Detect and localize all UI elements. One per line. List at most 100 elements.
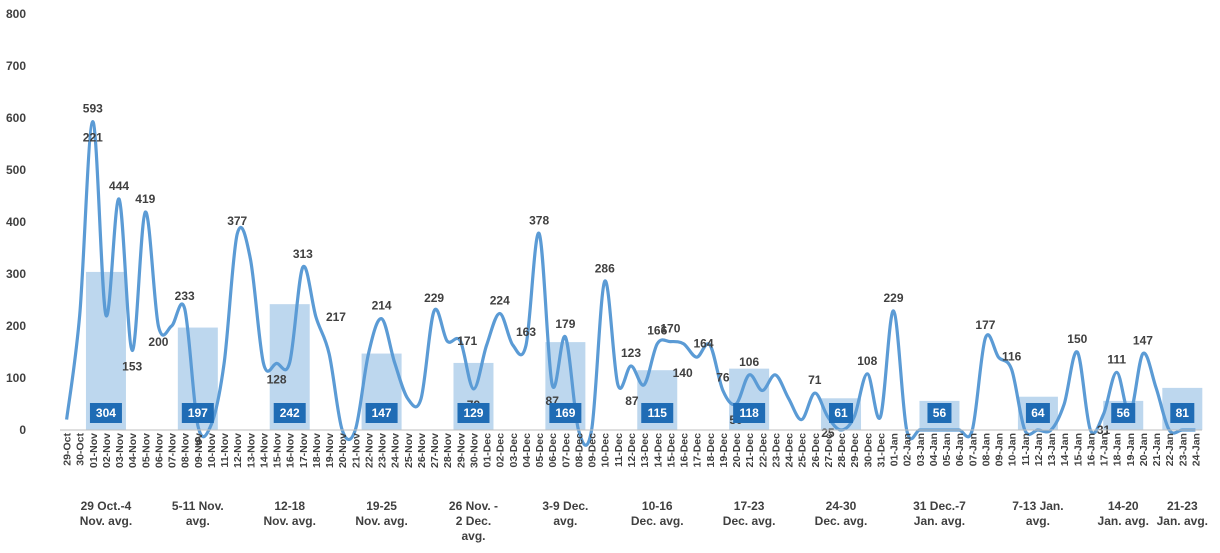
y-tick-label: 200: [6, 319, 26, 333]
y-tick-label: 0: [19, 423, 26, 437]
x-tick-label: 08-Nov: [180, 433, 192, 468]
x-tick-label: 26-Nov: [416, 433, 428, 468]
daily-value-label: 177: [975, 318, 995, 332]
weekly-badge-label: 115: [648, 406, 668, 420]
x-tick-label: 17-Nov: [298, 433, 310, 468]
x-tick-label: 25-Dec: [797, 433, 809, 468]
week-category-label: 10-16 Dec. avg.: [631, 499, 684, 528]
week-category-label: 19-25 Nov. avg.: [355, 499, 407, 528]
x-tick-label: 11-Nov: [219, 433, 231, 468]
daily-value-label: 229: [884, 291, 904, 305]
daily-value-label: 166: [647, 324, 667, 338]
x-tick-label: 28-Dec: [836, 433, 848, 468]
x-tick-label: 21-Dec: [744, 433, 756, 468]
daily-value-label: 106: [739, 355, 759, 369]
x-tick-label: 27-Dec: [823, 433, 835, 468]
x-tick-label: 23-Dec: [770, 433, 782, 468]
x-tick-label: 24-Dec: [784, 433, 796, 468]
daily-value-label: 71: [808, 373, 822, 387]
weekly-badge: [1025, 403, 1050, 423]
weekly-badge-label: 129: [463, 406, 483, 420]
x-tick-label: 22-Nov: [363, 433, 375, 468]
daily-value-label: 163: [516, 325, 536, 339]
daily-value-label: 200: [148, 335, 168, 349]
daily-value-label: 9: [194, 434, 201, 448]
x-tick-label: 07-Jan: [967, 433, 979, 466]
daily-value-label: 286: [595, 261, 615, 275]
x-tick-label: 01-Nov: [88, 433, 100, 468]
daily-value-label: 221: [83, 131, 103, 145]
x-tick-label: 02-Nov: [101, 433, 113, 468]
x-tick-label: 05-Jan: [941, 433, 953, 466]
x-tick-label: 04-Jan: [928, 433, 940, 466]
daily-line-path: [65, 120, 1196, 447]
x-tick-label: 11-Jan: [1020, 433, 1032, 466]
daily-value-label: 153: [122, 359, 142, 373]
daily-value-label: 108: [857, 354, 877, 368]
x-tick-label: 13-Nov: [245, 433, 257, 468]
daily-value-label: 377: [227, 214, 247, 228]
daily-value-label: 128: [267, 372, 287, 386]
daily-value-label: 123: [621, 346, 641, 360]
x-tick-label: 02-Jan: [902, 433, 914, 466]
x-tick-label: 03-Dec: [508, 433, 520, 468]
y-tick-label: 600: [6, 111, 26, 125]
week-category-label: 29 Oct.-4 Nov. avg.: [80, 499, 132, 528]
x-tick-label: 30-Nov: [468, 433, 480, 468]
x-tick-label: 10-Dec: [600, 433, 612, 468]
x-tick-label: 01-Jan: [889, 433, 901, 466]
y-tick-label: 500: [6, 163, 26, 177]
x-tick-label: 14-Dec: [652, 433, 664, 468]
x-tick-label: 05-Dec: [534, 433, 546, 468]
weekly-badge-label: 61: [834, 406, 848, 420]
x-tick-label: 29-Dec: [849, 433, 861, 468]
daily-value-label: 419: [135, 192, 155, 206]
x-tick-label: 11-Dec: [613, 433, 625, 467]
x-tick-label: 12-Dec: [626, 433, 638, 468]
week-category-label: 14-20 Jan. avg.: [1098, 499, 1149, 528]
x-tick-label: 09-Nov: [193, 433, 205, 468]
y-tick-label: 300: [6, 267, 26, 281]
week-category-label: 17-23 Dec. avg.: [723, 499, 776, 528]
x-tick-label: 01-Dec: [482, 433, 494, 468]
x-tick-label: 29-Nov: [455, 433, 467, 468]
x-tick-label: 31-Dec: [875, 433, 887, 468]
weekly-badge-label: 64: [1031, 406, 1045, 420]
daily-value-label: 87: [625, 394, 639, 408]
x-tick-label: 06-Nov: [153, 433, 165, 468]
daily-value-label: 593: [83, 102, 103, 116]
x-tick-label: 28-Nov: [442, 433, 454, 468]
daily-value-label: 76: [716, 370, 730, 384]
y-axis: 0 100 200 300 400 500 600 700 800: [6, 7, 26, 437]
x-tick-label: 13-Jan: [1046, 433, 1058, 466]
daily-value-label: 150: [1067, 332, 1087, 346]
week-category-label: 7-13 Jan. avg.: [1012, 499, 1063, 528]
x-tick-label: 16-Nov: [285, 433, 297, 468]
weekly-badge: [181, 403, 214, 423]
x-tick-label: 07-Dec: [560, 433, 572, 468]
weekly-badge-label: 242: [280, 406, 300, 420]
x-tick-label: 07-Nov: [167, 433, 179, 468]
x-tick-label: 06-Dec: [547, 433, 559, 468]
x-tick-label: 05-Nov: [140, 433, 152, 468]
weekly-badge-label: 56: [1117, 406, 1131, 420]
x-tick-label: 25-Nov: [403, 433, 415, 468]
y-tick-label: 100: [6, 371, 26, 385]
x-tick-label: 02-Dec: [495, 433, 507, 468]
x-tick-label: 09-Dec: [587, 433, 599, 468]
weekly-badge-label: 118: [739, 406, 759, 420]
daily-value-label: 147: [1133, 334, 1153, 348]
x-tick-label: 30-Dec: [862, 433, 874, 468]
x-tick-label: 03-Jan: [915, 433, 927, 466]
x-tick-label: 08-Jan: [980, 433, 992, 466]
x-tick-label: 20-Dec: [731, 433, 743, 468]
x-tick-label: 14-Nov: [258, 433, 270, 468]
x-tick-label: 30-Oct: [75, 433, 87, 466]
x-tick-label: 20-Jan: [1138, 433, 1150, 466]
week-category-label: 31 Dec.-7 Jan. avg.: [913, 499, 966, 528]
weekly-badge: [927, 403, 952, 423]
weekly-badge: [1170, 403, 1195, 423]
week-axis: 29 Oct.-4 Nov. avg. 5-11 Nov. avg. 12-18 Nov.…: [80, 499, 1208, 543]
x-tick-label: 15-Nov: [272, 433, 284, 468]
x-tick-label: 08-Dec: [573, 433, 585, 468]
